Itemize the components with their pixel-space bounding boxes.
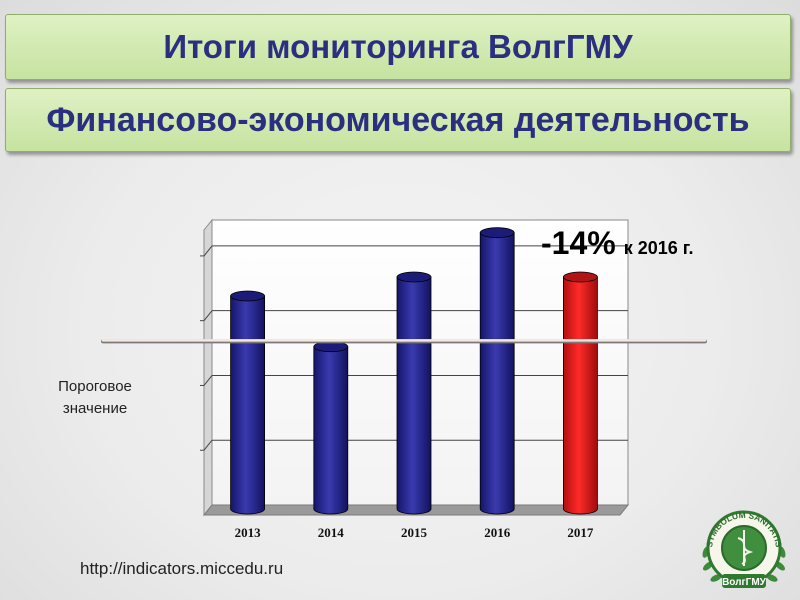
bar-top-2017	[563, 271, 598, 283]
page-title: Итоги мониторинга ВолгГМУ	[163, 28, 633, 65]
page-subtitle: Финансово-экономическая деятельность	[46, 101, 750, 139]
bar-top-2016	[479, 227, 515, 239]
bar-top-2015	[396, 271, 432, 283]
x-tick-label-2013: 2013	[235, 525, 262, 540]
bar-2014	[313, 346, 349, 515]
bar-2017	[563, 276, 598, 515]
subtitle-banner: Финансово-экономическая деятельность	[5, 88, 791, 152]
source-url: http://indicators.miccedu.ru	[80, 559, 284, 578]
annotation-big: -14%	[541, 225, 616, 261]
title-banner: Итоги мониторинга ВолгГМУ	[5, 14, 791, 80]
annotation-change: -14% к 2016 г.	[541, 225, 693, 261]
x-tick-label-2014: 2014	[318, 525, 345, 540]
plot-side-wall	[203, 218, 213, 517]
logo-bottom-text: ВолгГМУ	[722, 577, 767, 588]
gridline-side	[203, 375, 213, 386]
gridline-side	[203, 245, 213, 257]
bar-2015	[396, 276, 432, 515]
bar-2013	[230, 295, 265, 515]
annotation-small: к 2016 г.	[624, 238, 694, 258]
bar-top-2013	[230, 290, 266, 302]
threshold-label: Пороговое значение	[58, 378, 132, 417]
x-tick-label-2017: 2017	[567, 525, 594, 540]
bar-2016	[479, 232, 515, 515]
gridline-side	[203, 310, 213, 321]
university-logo: SYMBOLUM SANITATIS ВолгГМУ	[702, 510, 786, 588]
gridline-side	[203, 439, 213, 451]
x-tick-label-2016: 2016	[484, 525, 511, 540]
x-tick-label-2015: 2015	[401, 525, 428, 540]
